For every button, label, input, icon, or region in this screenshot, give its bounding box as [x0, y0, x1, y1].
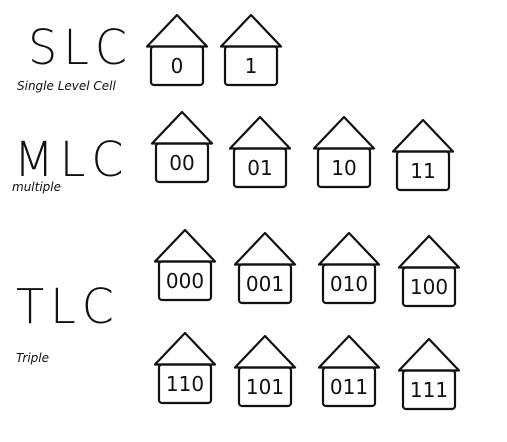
tlc-subtitle: Triple [16, 351, 49, 365]
house-code-label: 001 [246, 272, 284, 296]
house-body [401, 266, 457, 308]
house-code-label: 11 [410, 159, 435, 183]
house-body [401, 369, 457, 411]
house-body [395, 150, 451, 192]
tlc-title: TLC [16, 277, 120, 335]
house-roof [150, 110, 214, 145]
house-roof [153, 228, 217, 263]
house-body [237, 366, 293, 408]
house-001: 001 [233, 231, 297, 305]
house-0: 0 [145, 13, 209, 87]
house-code-label: 10 [331, 156, 356, 180]
house-code-label: 1 [245, 54, 258, 78]
house-101: 101 [233, 334, 297, 408]
house-body [157, 260, 213, 302]
house-roof [219, 13, 283, 48]
house-01: 01 [228, 115, 292, 189]
house-body [321, 366, 377, 408]
slc-title: SLC [28, 18, 133, 76]
house-body [316, 147, 372, 189]
slc-subtitle: Single Level Cell [17, 79, 116, 93]
house-110: 110 [153, 331, 217, 405]
house-111: 111 [397, 337, 461, 411]
house-1: 1 [219, 13, 283, 87]
house-011: 011 [317, 334, 381, 408]
house-code-label: 011 [330, 375, 368, 399]
house-10: 10 [312, 115, 376, 189]
house-11: 11 [391, 118, 455, 192]
house-code-label: 100 [410, 275, 448, 299]
house-code-label: 00 [169, 151, 194, 175]
house-code-label: 101 [246, 375, 284, 399]
house-body [154, 142, 210, 184]
house-roof [153, 331, 217, 366]
house-body [232, 147, 288, 189]
house-roof [317, 334, 381, 369]
house-code-label: 010 [330, 272, 368, 296]
house-roof [233, 231, 297, 266]
mlc-title: MLC [14, 130, 130, 188]
house-roof [397, 337, 461, 372]
house-roof [233, 334, 297, 369]
house-000: 000 [153, 228, 217, 302]
house-100: 100 [397, 234, 461, 308]
house-body [321, 263, 377, 305]
house-code-label: 01 [247, 156, 272, 180]
house-010: 010 [317, 231, 381, 305]
house-body [237, 263, 293, 305]
house-roof [397, 234, 461, 269]
house-roof [145, 13, 209, 48]
house-roof [228, 115, 292, 150]
house-roof [317, 231, 381, 266]
house-00: 00 [150, 110, 214, 184]
house-code-label: 111 [410, 378, 448, 402]
mlc-subtitle: multiple [12, 180, 62, 194]
house-body [157, 363, 213, 405]
house-code-label: 110 [166, 372, 204, 396]
house-body [149, 45, 205, 87]
house-code-label: 0 [171, 54, 184, 78]
house-roof [391, 118, 455, 153]
house-body [223, 45, 279, 87]
house-roof [312, 115, 376, 150]
house-code-label: 000 [166, 269, 204, 293]
